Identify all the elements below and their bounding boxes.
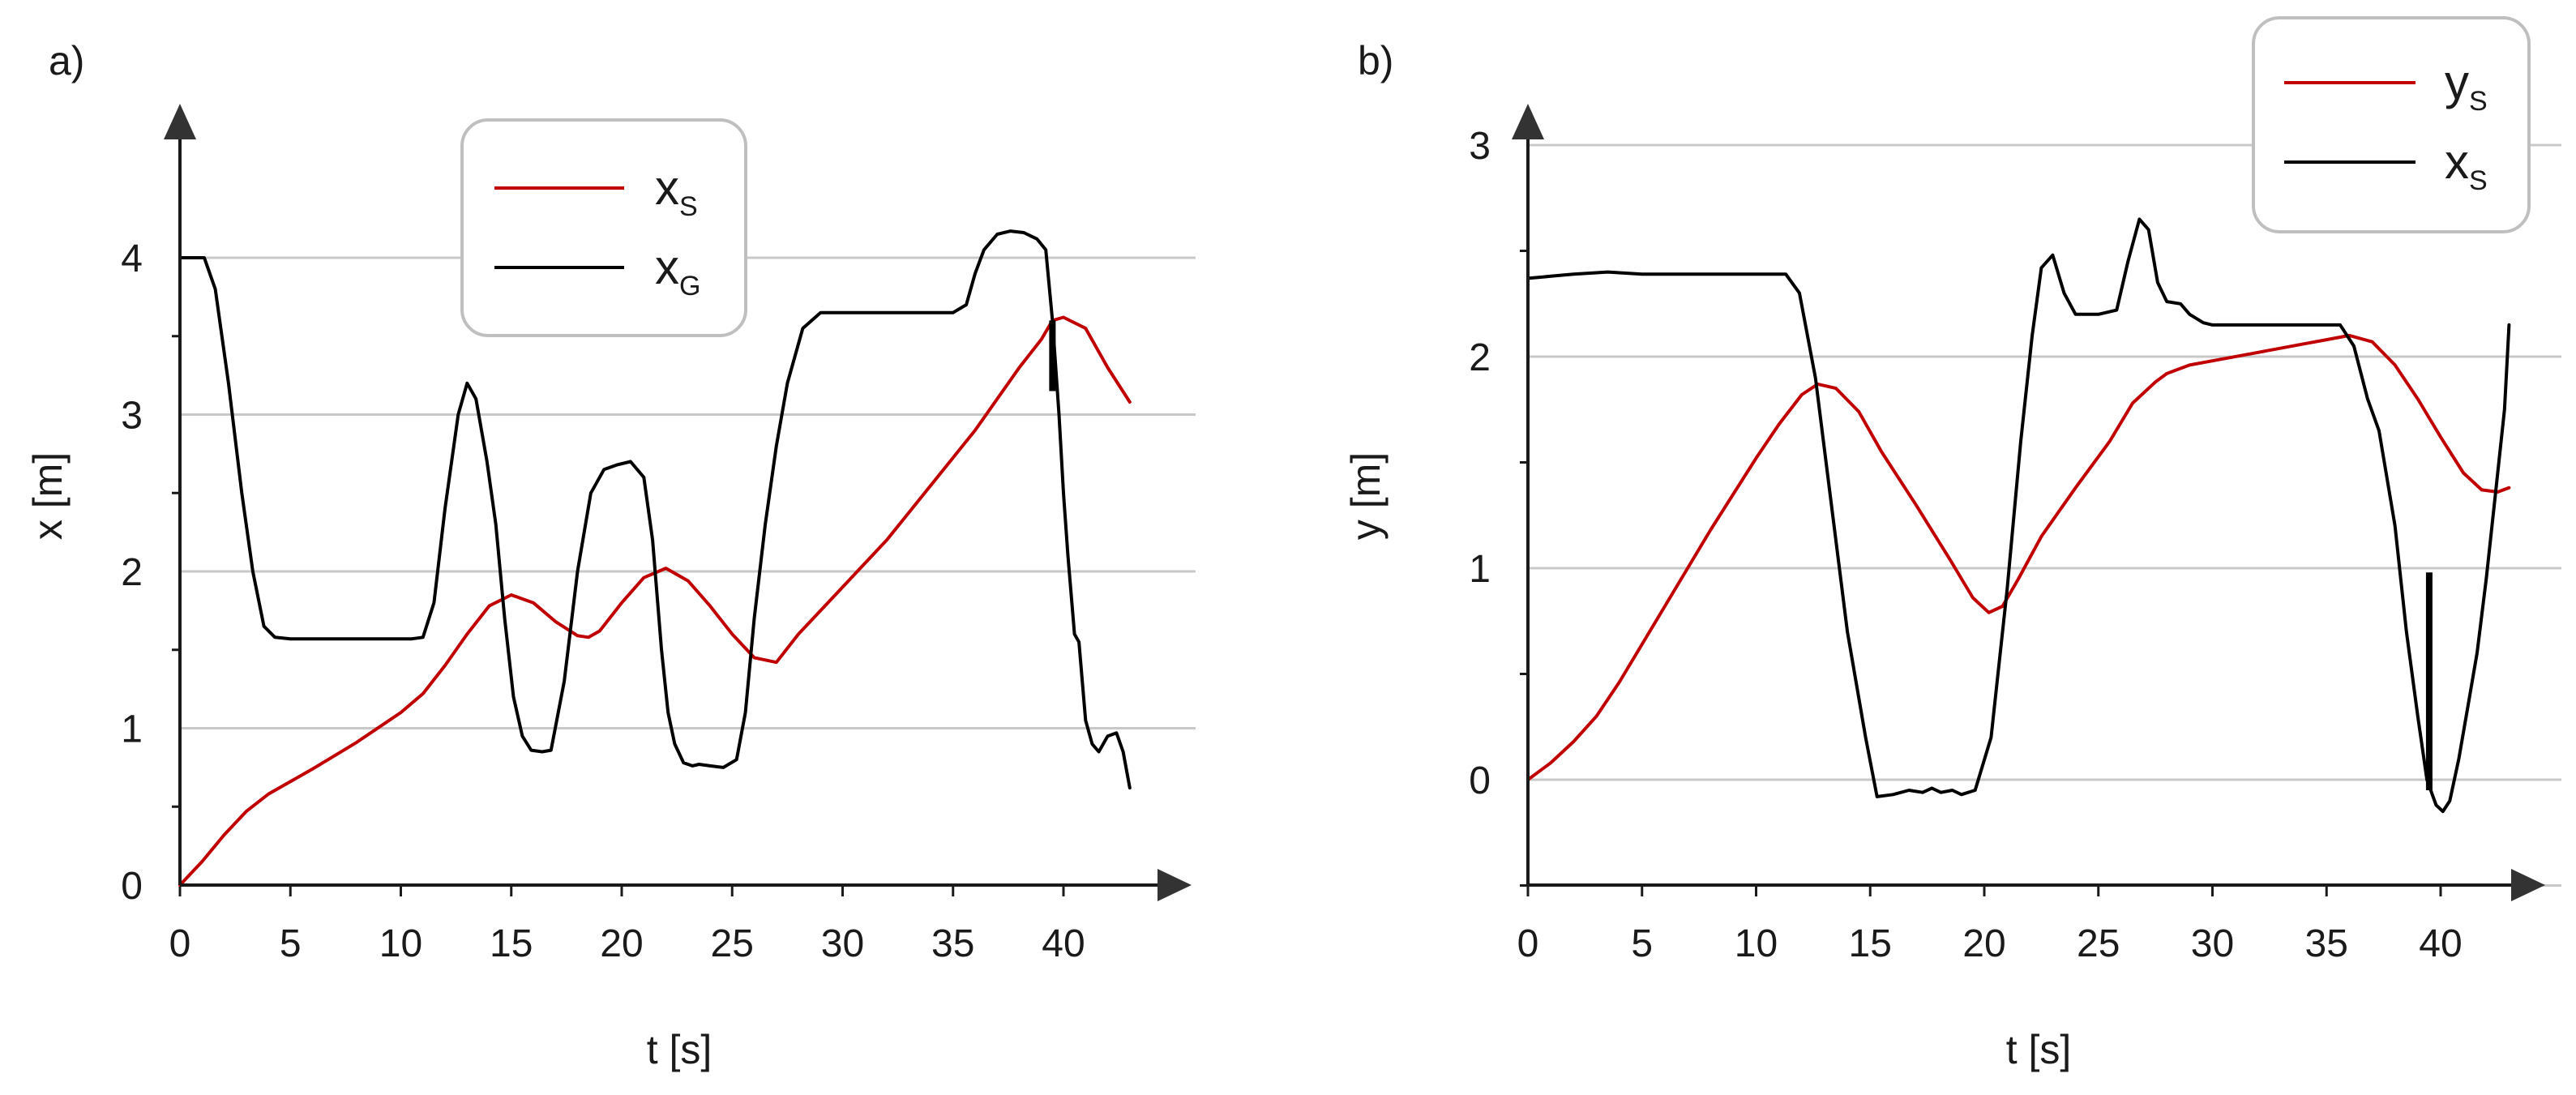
panel-b-legend-label-1: yS: [2445, 55, 2488, 117]
panel-b-x-axis-arrow: [2511, 869, 2545, 901]
panel-b-x-tick-label: 0: [1517, 922, 1539, 965]
panel-b-y-tick-label: 1: [1469, 548, 1491, 591]
panel-a-minor-ticks: [172, 335, 1065, 896]
panel-a-x-tick-label: 25: [711, 922, 754, 965]
panel-b-label: b): [1358, 38, 1393, 83]
panel-a-legend-label-1: xS: [655, 160, 698, 222]
panel-a-series-xS-line: [178, 315, 1132, 887]
panel-b-chart: b) 0 5 10 15 20 25 30 35 40 0 1 2 3 t [s] y [m] yS …: [1343, 16, 2561, 1072]
panel-b-x-tick-labels: 0 5 10 15 20 25 30 35 40: [1517, 922, 2463, 965]
panel-a-y-tick-label: 2: [121, 551, 143, 594]
panel-b-legend-label-2: xS: [2445, 135, 2488, 196]
panel-a-x-tick-label: 35: [931, 922, 974, 965]
panel-a-label: a): [49, 38, 84, 83]
panel-a-y-tick-label: 3: [121, 395, 143, 438]
panel-b-y-tick-label: 2: [1469, 336, 1491, 379]
panel-a-x-tick-label: 40: [1042, 922, 1085, 965]
panel-b-y-tick-labels: 0 1 2 3: [1469, 125, 1491, 802]
panel-a-y-tick-label: 1: [121, 708, 143, 751]
panel-a-x-tick-label: 5: [280, 922, 302, 965]
panel-a-x-axis-label: t [s]: [647, 1027, 712, 1072]
panel-a-x-tick-label: 20: [600, 922, 643, 965]
panel-b-y-axis-arrow: [1512, 104, 1544, 139]
panel-b-minor-ticks: [1520, 250, 2442, 896]
panel-a-legend: xS xG: [460, 118, 747, 337]
panel-b-x-axis-label: t [s]: [2006, 1027, 2072, 1072]
panel-a-x-tick-label: 15: [490, 922, 533, 965]
panel-b-x-tick-label: 20: [1962, 922, 2005, 965]
panel-b-series: [1526, 217, 2511, 814]
panel-a-series: [178, 229, 1132, 887]
panel-b-x-tick-label: 25: [2077, 922, 2120, 965]
panel-b-gridlines: [1528, 143, 2561, 887]
panel-a-y-tick-label: 4: [121, 237, 143, 280]
panel-a-y-tick-labels: 0 1 2 3 4: [121, 237, 143, 908]
panel-a-x-tick-labels: 0 5 10 15 20 25 30 35 40: [169, 922, 1085, 965]
panel-a-y-axis-label: x [m]: [25, 452, 71, 540]
panel-a-legend-label-2: xG: [655, 240, 700, 302]
panel-b-legend: yS xS: [2252, 16, 2531, 233]
panel-a-series-xG-line: [178, 229, 1132, 789]
panel-b-x-tick-label: 10: [1735, 922, 1778, 965]
panel-a-chart: a) 0 5 10 15 20 25 30 35 40 0 1 2 3 4 t [s] x [m] xS…: [25, 38, 1196, 1072]
panel-b-x-tick-label: 5: [1631, 922, 1653, 965]
panel-b-series-yS-line: [1526, 333, 2511, 781]
panel-b-y-tick-label: 3: [1469, 125, 1491, 168]
panel-b-series-xS-line: [1526, 217, 2511, 814]
panel-a-legend-box: [460, 118, 747, 337]
panel-a-x-tick-label: 30: [821, 922, 864, 965]
panel-a-x-tick-label: 10: [379, 922, 422, 965]
panel-b-y-tick-label: 0: [1469, 759, 1491, 802]
panel-b-x-tick-label: 15: [1849, 922, 1892, 965]
panel-b-legend-box: [2252, 16, 2531, 233]
panel-b-x-tick-label: 40: [2419, 922, 2462, 965]
panel-a-y-axis-arrow: [164, 104, 196, 139]
panel-a-y-tick-label: 0: [121, 865, 143, 908]
panel-b-x-tick-label: 30: [2191, 922, 2234, 965]
panel-a-x-tick-label: 0: [169, 922, 191, 965]
panel-b-y-axis-label: y [m]: [1343, 452, 1389, 540]
panel-a-x-axis-arrow: [1157, 869, 1192, 901]
panel-b-x-tick-label: 35: [2305, 922, 2348, 965]
